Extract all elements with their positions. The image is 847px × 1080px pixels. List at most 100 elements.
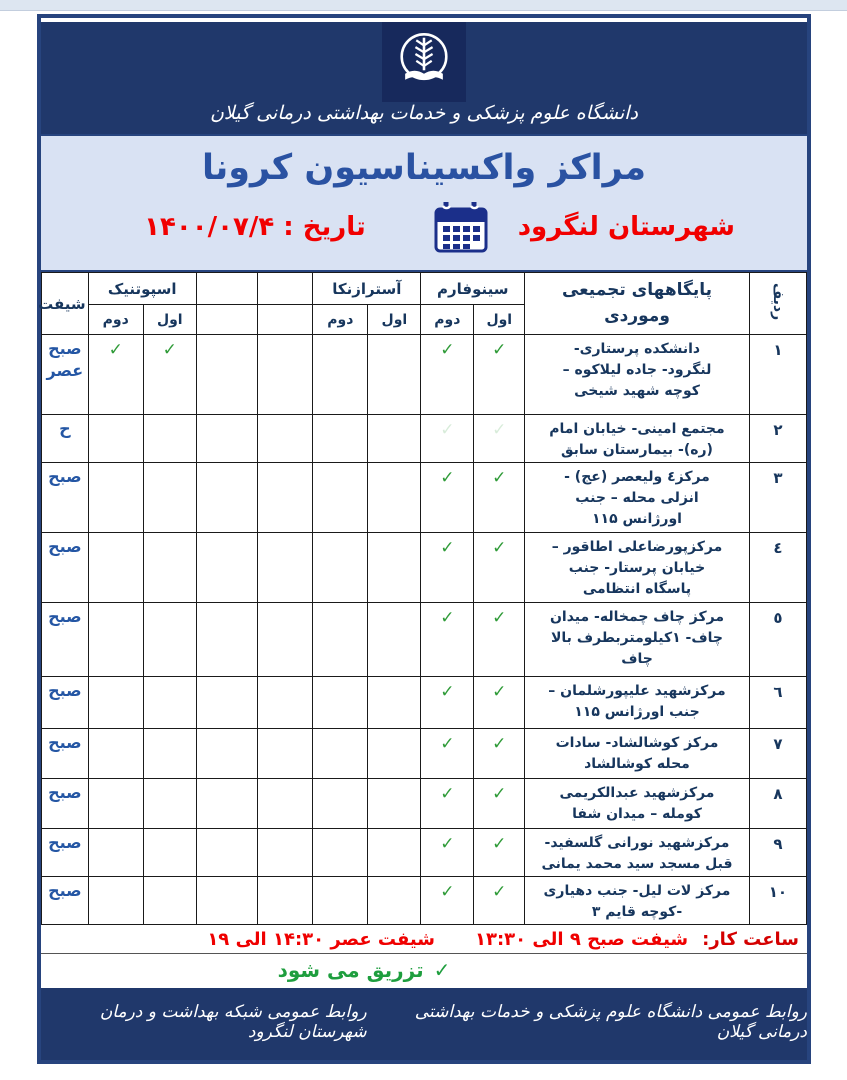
check-extra-2 bbox=[195, 676, 259, 729]
check-astrazeneca-second bbox=[312, 728, 369, 779]
shift-value: صبح bbox=[41, 828, 89, 877]
table-row: ۹ مرکزشهید نورانی گلسفید- قبل مسجد سید مح… bbox=[41, 828, 808, 877]
working-hours-label: ساعت کار: bbox=[702, 929, 799, 950]
check-sputnik-second: ✓ bbox=[87, 334, 144, 415]
check-sinopharm-first: ✓ bbox=[473, 676, 526, 729]
center-name: مرکزشهید نورانی گلسفید- قبل مسجد سید محم… bbox=[524, 828, 750, 877]
check-sputnik-first bbox=[142, 728, 197, 779]
shift-value: صبح عصر bbox=[41, 334, 89, 415]
check-extra-1 bbox=[257, 728, 314, 779]
working-hours-row: ساعت کار: شیفت صبح ۹ الی ۱۳:۳۰ شیفت عصر … bbox=[41, 925, 807, 954]
check-sputnik-second bbox=[87, 778, 144, 829]
row-number: ۸ bbox=[748, 778, 808, 829]
row-number: ۷ bbox=[748, 728, 808, 779]
subheader-sputnik-first: اول bbox=[142, 304, 197, 335]
check-sinopharm-first: ✓ bbox=[473, 602, 526, 677]
check-astrazeneca-second bbox=[312, 462, 369, 533]
subheader-astrazeneca-second: دوم bbox=[312, 304, 369, 335]
check-astrazeneca-second bbox=[312, 778, 369, 829]
shift-value: صبح bbox=[41, 876, 89, 925]
check-extra-2 bbox=[195, 532, 259, 603]
row-number: ۲ bbox=[748, 414, 808, 463]
table-row: ۲ مجتمع امینی- خیابان امام (ره)- بیمارستا… bbox=[41, 414, 808, 463]
check-extra-2 bbox=[195, 728, 259, 779]
check-sputnik-second bbox=[87, 462, 144, 533]
center-name: مرکزپورضاعلی اطاقور – خیابان پرستار- جنب… bbox=[524, 532, 750, 603]
shift-value: صبح bbox=[41, 778, 89, 829]
check-extra-2 bbox=[195, 414, 259, 463]
check-sinopharm-first: ✓ bbox=[473, 778, 526, 829]
vaccination-table: ردیف پایگاههای تجمیعی وموردی سینوفارم آس… bbox=[38, 272, 808, 925]
check-sputnik-first bbox=[142, 876, 197, 925]
column-header-row-number: ردیف bbox=[748, 272, 808, 335]
check-astrazeneca-second bbox=[312, 828, 369, 877]
check-extra-1 bbox=[257, 876, 314, 925]
check-sinopharm-second: ✓ bbox=[420, 462, 475, 533]
column-header-centers: پایگاههای تجمیعی وموردی bbox=[524, 272, 750, 335]
row-number: ۳ bbox=[748, 462, 808, 533]
subheader-sinopharm-first: اول bbox=[473, 304, 526, 335]
check-extra-1 bbox=[257, 532, 314, 603]
check-sinopharm-first: ✓ bbox=[473, 462, 526, 533]
check-extra-1 bbox=[257, 602, 314, 677]
page-title: مراکز واکسیناسیون کرونا bbox=[201, 148, 647, 188]
subheader-empty-1 bbox=[257, 304, 314, 335]
check-sputnik-second bbox=[87, 676, 144, 729]
table-row: ۸ مرکزشهید عبدالکریمی کومله – میدان شفا ✓ ✓… bbox=[41, 778, 808, 829]
check-extra-2 bbox=[195, 602, 259, 677]
title-box: مراکز واکسیناسیون کرونا شهرستان لنگرود ت… bbox=[41, 134, 807, 272]
footer-credit-university: روابط عمومی دانشگاه علوم پزشکی و خدمات ب… bbox=[414, 1002, 807, 1042]
row-number: ۹ bbox=[748, 828, 808, 877]
photo-edge-strip bbox=[0, 0, 847, 11]
morning-shift-hours: شیفت صبح ۹ الی ۱۳:۳۰ bbox=[474, 929, 689, 950]
subheader-sputnik-second: دوم bbox=[87, 304, 144, 335]
check-sinopharm-first: ✓ bbox=[473, 876, 526, 925]
check-sinopharm-second: ✓ bbox=[420, 602, 475, 677]
column-header-sinopharm: سینوفارم bbox=[420, 272, 526, 305]
table-row: ۱۰ مرکز لات لیل- جنب دهیاری -کوچه قایم ۳ ✓… bbox=[41, 876, 808, 925]
table-row: ۳ مرکز٤ ولیعصر (عج) - انزلی محله – جنب او… bbox=[41, 462, 808, 533]
table-row: ۷ مرکز کوشالشاد- سادات محله کوشالشاد ✓ ✓ صبح bbox=[41, 728, 808, 779]
check-sinopharm-second: ✓ bbox=[420, 728, 475, 779]
organization-name: دانشگاه علوم پزشکی و خدمات بهداشتی درمان… bbox=[209, 102, 639, 124]
shift-value: صبح bbox=[41, 728, 89, 779]
check-extra-1 bbox=[257, 334, 314, 415]
check-sputnik-second bbox=[87, 602, 144, 677]
center-name: مرکزشهید علیپورشلمان – جنب اورژانس ۱۱۵ bbox=[524, 676, 750, 729]
check-sputnik-second bbox=[87, 532, 144, 603]
check-astrazeneca-first bbox=[367, 876, 422, 925]
check-astrazeneca-first bbox=[367, 828, 422, 877]
column-header-astrazeneca: آسترازنکا bbox=[312, 272, 422, 305]
check-sputnik-second bbox=[87, 828, 144, 877]
check-sinopharm-first: ✓ bbox=[473, 728, 526, 779]
check-sputnik-second bbox=[87, 876, 144, 925]
center-name: مرکز لات لیل- جنب دهیاری -کوچه قایم ۳ bbox=[524, 876, 750, 925]
subheader-empty-2 bbox=[195, 304, 259, 335]
check-extra-1 bbox=[257, 676, 314, 729]
check-sputnik-second bbox=[87, 414, 144, 463]
check-astrazeneca-first bbox=[367, 414, 422, 463]
county-date-row: شهرستان لنگرود تاریخ : ۱۴۰۰/۰۷/۴ bbox=[41, 198, 807, 256]
subheader-sinopharm-second: دوم bbox=[420, 304, 475, 335]
legend-text: تزریق می شود bbox=[277, 958, 424, 982]
table-body: ۱ دانشکده پرستاری- لنگرود- جاده لیلاکوه –… bbox=[41, 334, 808, 925]
check-astrazeneca-first bbox=[367, 676, 422, 729]
county-label: شهرستان لنگرود bbox=[517, 212, 735, 242]
row-number: ٥ bbox=[748, 602, 808, 677]
check-sputnik-first bbox=[142, 778, 197, 829]
table-row: ٤ مرکزپورضاعلی اطاقور – خیابان پرستار- جن… bbox=[41, 532, 808, 603]
footer-band: روابط عمومی دانشگاه علوم پزشکی و خدمات ب… bbox=[41, 988, 807, 1060]
legend-row: ✓ تزریق می شود bbox=[0, 954, 747, 988]
check-icon: ✓ bbox=[433, 958, 451, 982]
check-sputnik-first bbox=[142, 676, 197, 729]
check-sinopharm-second: ✓ bbox=[420, 676, 475, 729]
check-astrazeneca-second bbox=[312, 876, 369, 925]
check-extra-2 bbox=[195, 778, 259, 829]
shift-value: صبح bbox=[41, 462, 89, 533]
check-sinopharm-second: ✓ bbox=[420, 876, 475, 925]
table-row: ۱ دانشکده پرستاری- لنگرود- جاده لیلاکوه –… bbox=[41, 334, 808, 415]
row-number: ٤ bbox=[748, 532, 808, 603]
check-astrazeneca-first bbox=[367, 778, 422, 829]
check-extra-1 bbox=[257, 828, 314, 877]
